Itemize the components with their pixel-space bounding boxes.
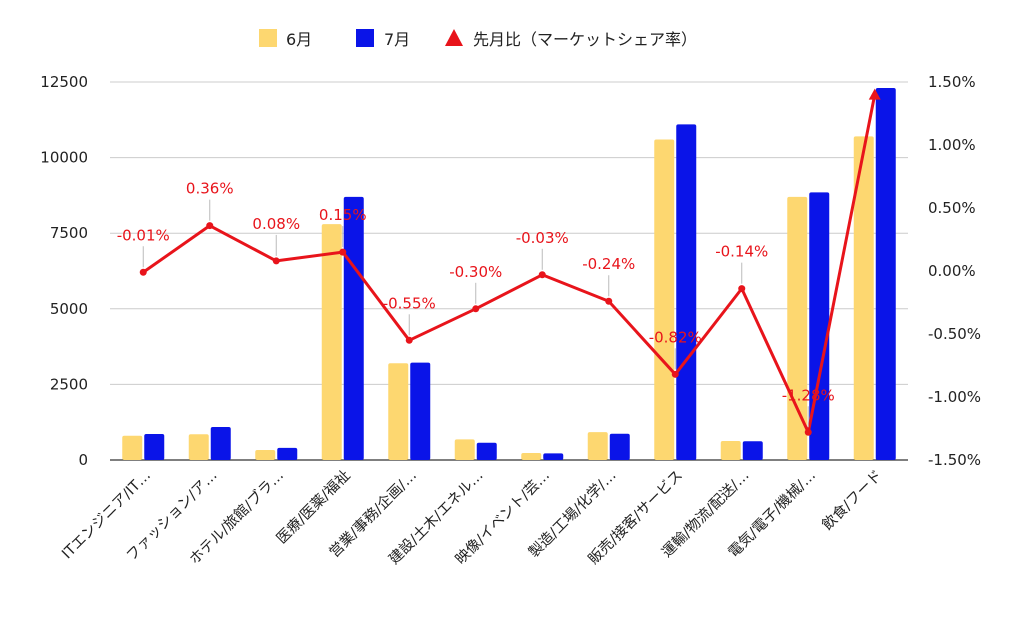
bar-july — [277, 447, 298, 460]
category-label: 飲食/フード — [819, 467, 886, 534]
bar-july — [543, 453, 564, 460]
ratio-marker — [339, 248, 347, 256]
ratio-marker — [206, 222, 214, 230]
bar-june — [521, 453, 542, 460]
bar-july — [476, 442, 497, 460]
ratio-marker — [868, 88, 881, 100]
bar-june — [122, 435, 143, 460]
bar-july — [210, 427, 231, 460]
bar-june — [388, 363, 409, 460]
bar-july — [609, 433, 630, 460]
right-tick-label: 0.00% — [928, 262, 976, 280]
left-tick-label: 0 — [78, 451, 88, 469]
bar-july — [676, 124, 697, 460]
left-tick-label: 5000 — [50, 300, 88, 318]
category-labels: ITエンジニア/IT…ファッション/ア…ホテル/旅館/ブラ…医療/医薬/福祉営業… — [59, 466, 885, 568]
right-tick-label: -1.00% — [928, 388, 981, 406]
bar-july — [144, 433, 165, 460]
ratio-marker — [272, 257, 280, 265]
ratio-marker — [671, 370, 679, 378]
ratio-marker — [738, 285, 746, 293]
bar-june — [255, 450, 276, 460]
right-tick-label: 0.50% — [928, 199, 976, 217]
data-label: -1.28% — [782, 386, 835, 404]
data-label: -0.82% — [649, 328, 702, 346]
right-axis: -1.50% -1.00% -0.50% 0.00% 0.50% 1.00% 1.50% — [928, 73, 981, 469]
ratio-line — [142, 94, 877, 434]
data-label: -0.01% — [117, 226, 170, 244]
ratio-marker — [538, 271, 546, 279]
legend: 6月 7月 先月比（マーケットシェア率） — [259, 29, 697, 49]
data-label: -0.30% — [449, 263, 502, 281]
data-label: 0.15% — [319, 206, 367, 224]
bar-july — [875, 88, 896, 460]
right-tick-label: -1.50% — [928, 451, 981, 469]
data-label: -0.03% — [516, 229, 569, 247]
bar-june — [587, 432, 608, 460]
bar-july — [742, 441, 763, 460]
data-label: -0.14% — [715, 243, 768, 261]
left-tick-label: 7500 — [50, 224, 88, 242]
ratio-marker — [804, 428, 812, 436]
line-series — [139, 88, 881, 436]
ratio-marker — [405, 336, 413, 344]
right-tick-label: 1.00% — [928, 136, 976, 154]
left-axis: 0 2500 5000 7500 10000 12500 — [40, 73, 88, 469]
bar-july — [343, 196, 364, 461]
right-tick-label: -0.50% — [928, 325, 981, 343]
left-tick-label: 10000 — [40, 149, 88, 167]
ratio-marker — [472, 305, 480, 313]
data-label: -0.24% — [582, 255, 635, 273]
bar-july — [809, 192, 830, 460]
legend-label-ratio: 先月比（マーケットシェア率） — [473, 30, 697, 49]
bar-june — [321, 224, 342, 460]
data-label: 0.36% — [186, 180, 234, 198]
data-label: 0.08% — [252, 215, 300, 233]
bar-june — [188, 434, 209, 460]
left-tick-label: 2500 — [50, 375, 88, 393]
legend-label-july: 7月 — [384, 30, 410, 49]
data-labels: -0.01%0.36%0.08% 0.15%-0.55%-0.30%-0.03%-… — [117, 180, 835, 428]
legend-label-june: 6月 — [286, 30, 312, 49]
bar-june — [853, 136, 874, 460]
data-label: -0.55% — [383, 294, 436, 312]
right-tick-label: 1.50% — [928, 73, 976, 91]
grid-lines — [110, 81, 908, 461]
bar-june — [454, 439, 475, 460]
ratio-marker — [139, 268, 147, 276]
left-tick-label: 12500 — [40, 73, 88, 91]
bar-july — [410, 362, 431, 460]
ratio-marker — [605, 297, 613, 305]
legend-triangle-icon — [445, 29, 463, 46]
bar-june — [654, 139, 675, 460]
bar-series — [122, 88, 896, 461]
legend-swatch-july — [356, 29, 374, 47]
bar-june — [720, 440, 741, 460]
legend-swatch-june — [259, 29, 277, 47]
